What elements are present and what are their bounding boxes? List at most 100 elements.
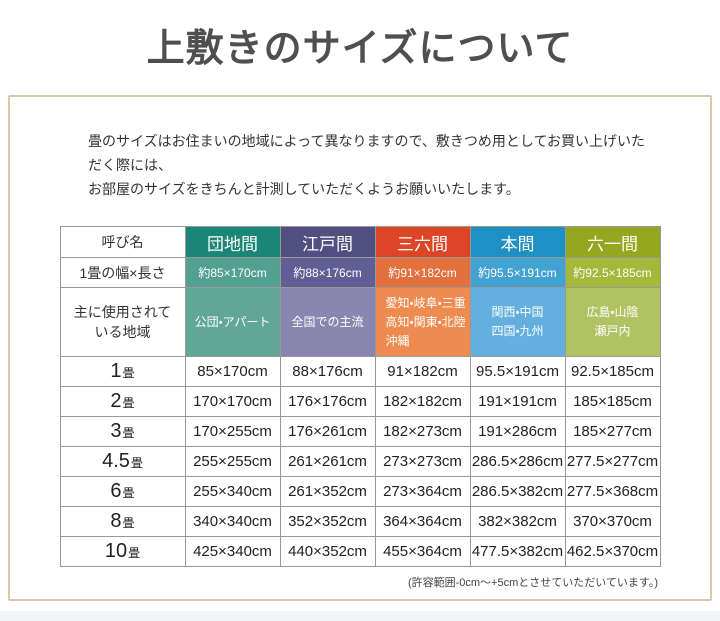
region-label-line-2: いる地域 <box>94 324 151 340</box>
region-label-line-1: 主に使用されて <box>73 304 172 320</box>
size-cell: 185×185cm <box>564 386 661 417</box>
size-cell: 185×277cm <box>564 416 661 447</box>
size-cell: 364×364cm <box>374 506 471 537</box>
size-cell: 382×382cm <box>469 506 566 537</box>
size-row-10jo: 10畳 425×340cm 440×352cm 455×364cm 477.5×… <box>59 536 661 567</box>
size-number: 1 <box>110 360 122 382</box>
size-cell: 261×352cm <box>279 476 376 507</box>
size-cell: 352×352cm <box>279 506 376 537</box>
size-cell: 182×182cm <box>374 386 471 417</box>
width-cell: 約91×182cm <box>374 257 471 288</box>
bottom-shade <box>0 611 720 621</box>
size-cell: 455×364cm <box>374 536 471 567</box>
size-cell: 440×352cm <box>279 536 376 567</box>
size-unit: 畳 <box>130 456 143 470</box>
region-line: 公団・アパート <box>194 314 271 329</box>
size-row-4-5jo: 4.5畳 255×255cm 261×261cm 273×273cm 286.5… <box>59 446 661 477</box>
size-cell: 273×273cm <box>374 446 471 477</box>
region-row: 主に使用されて いる地域 公団・アパート 全国での主流 愛知・岐阜・三重 高知・関東… <box>59 287 661 357</box>
width-cell: 約92.5×185cm <box>564 257 661 288</box>
row-label-3jo: 3畳 <box>59 416 186 447</box>
size-cell: 88×176cm <box>279 356 376 387</box>
size-number: 6 <box>110 480 122 502</box>
column-header-danchima: 団地間 <box>184 226 281 258</box>
size-cell: 176×176cm <box>279 386 376 417</box>
size-cell: 92.5×185cm <box>564 356 661 387</box>
region-cell: 関西・中国四国・九州 <box>469 287 566 357</box>
region-line: 瀬戸内 <box>594 324 631 338</box>
size-number: 4.5 <box>102 450 130 472</box>
region-cell: 公団・アパート <box>184 287 281 357</box>
size-cell: 462.5×370cm <box>564 536 661 567</box>
size-cell: 85×170cm <box>184 356 281 387</box>
size-row-8jo: 8畳 340×340cm 352×352cm 364×364cm 382×382… <box>59 506 661 537</box>
size-number: 2 <box>110 390 122 412</box>
intro-line-1: 畳のサイズはお住まいの地域によって異なりますので、敷きつめ用としてお買い上げいた… <box>88 133 646 173</box>
size-cell: 170×170cm <box>184 386 281 417</box>
size-cell: 286.5×286cm <box>469 446 566 477</box>
column-header-edoma: 江戸間 <box>279 226 376 258</box>
size-number: 10 <box>104 540 128 562</box>
size-cell: 277.5×368cm <box>564 476 661 507</box>
size-row-6jo: 6畳 255×340cm 261×352cm 273×364cm 286.5×3… <box>59 476 661 507</box>
size-cell: 340×340cm <box>184 506 281 537</box>
size-cell: 261×261cm <box>279 446 376 477</box>
size-cell: 370×370cm <box>564 506 661 537</box>
size-cell: 477.5×382cm <box>469 536 566 567</box>
size-cell: 255×255cm <box>184 446 281 477</box>
tolerance-note: (許容範囲-0cm～+5cmとさせていただいています。) <box>407 577 658 589</box>
size-row-1jo: 1畳 85×170cm 88×176cm 91×182cm 95.5×191cm… <box>59 356 661 387</box>
corner-header: 呼び名 <box>59 226 186 258</box>
size-number: 8 <box>110 510 122 532</box>
region-line: 愛知・岐阜・三重 <box>385 295 466 310</box>
size-unit: 畳 <box>122 516 135 530</box>
region-line: 広島・山陰 <box>586 305 639 319</box>
size-cell: 95.5×191cm <box>469 356 566 387</box>
content-panel: 畳のサイズはお住まいの地域によって異なりますので、敷きつめ用としてお買い上げいた… <box>8 95 712 601</box>
size-unit: 畳 <box>122 486 135 500</box>
size-cell: 255×340cm <box>184 476 281 507</box>
row-label-width: 1畳の幅×長さ <box>59 257 186 288</box>
row-label-2jo: 2畳 <box>59 386 186 417</box>
region-cell: 愛知・岐阜・三重 高知・関東・北陸 沖縄 <box>374 287 471 357</box>
row-label-10jo: 10畳 <box>59 536 186 567</box>
size-cell: 277.5×277cm <box>564 446 661 477</box>
width-cell: 約88×176cm <box>279 257 376 288</box>
size-cell: 91×182cm <box>374 356 471 387</box>
column-header-honma: 本間 <box>469 226 566 258</box>
region-line: 沖縄 <box>385 333 410 348</box>
region-line: 全国での主流 <box>291 314 364 329</box>
size-unit: 畳 <box>128 546 141 560</box>
region-line: 四国・九州 <box>491 324 544 338</box>
size-cell: 425×340cm <box>184 536 281 567</box>
intro-line-2: お部屋のサイズをきちんと計測していただくようお願いいたします。 <box>88 181 520 197</box>
region-line: 高知・関東・北陸 <box>385 314 466 329</box>
size-unit: 畳 <box>122 396 135 410</box>
intro-text: 畳のサイズはお住まいの地域によって異なりますので、敷きつめ用としてお買い上げいた… <box>88 129 652 201</box>
row-label-4-5jo: 4.5畳 <box>59 446 186 477</box>
column-header-saburokuma: 三六間 <box>374 226 471 258</box>
region-cell: 全国での主流 <box>279 287 376 357</box>
size-number: 3 <box>110 420 122 442</box>
column-header-rokuichima: 六一間 <box>564 226 661 258</box>
size-cell: 170×255cm <box>184 416 281 447</box>
row-label-8jo: 8畳 <box>59 506 186 537</box>
region-line: 関西・中国 <box>491 305 544 319</box>
table-header-row: 呼び名 団地間 江戸間 三六間 本間 六一間 <box>59 226 661 258</box>
tatami-size-table: 呼び名 団地間 江戸間 三六間 本間 六一間 1畳の幅×長さ 約85×170cm… <box>59 226 661 567</box>
row-label-1jo: 1畳 <box>59 356 186 387</box>
size-row-2jo: 2畳 170×170cm 176×176cm 182×182cm 191×191… <box>59 386 661 417</box>
page-title: 上敷きのサイズについて <box>146 28 574 70</box>
width-cell: 約95.5×191cm <box>469 257 566 288</box>
size-cell: 273×364cm <box>374 476 471 507</box>
size-unit: 畳 <box>122 366 135 380</box>
size-cell: 182×273cm <box>374 416 471 447</box>
size-cell: 176×261cm <box>279 416 376 447</box>
size-cell: 286.5×382cm <box>469 476 566 507</box>
region-cell: 広島・山陰 瀬戸内 <box>564 287 661 357</box>
tatami-width-row: 1畳の幅×長さ 約85×170cm 約88×176cm 約91×182cm 約9… <box>59 257 661 288</box>
size-cell: 191×191cm <box>469 386 566 417</box>
size-unit: 畳 <box>122 426 135 440</box>
size-row-3jo: 3畳 170×255cm 176×261cm 182×273cm 191×286… <box>59 416 661 447</box>
width-cell: 約85×170cm <box>184 257 281 288</box>
